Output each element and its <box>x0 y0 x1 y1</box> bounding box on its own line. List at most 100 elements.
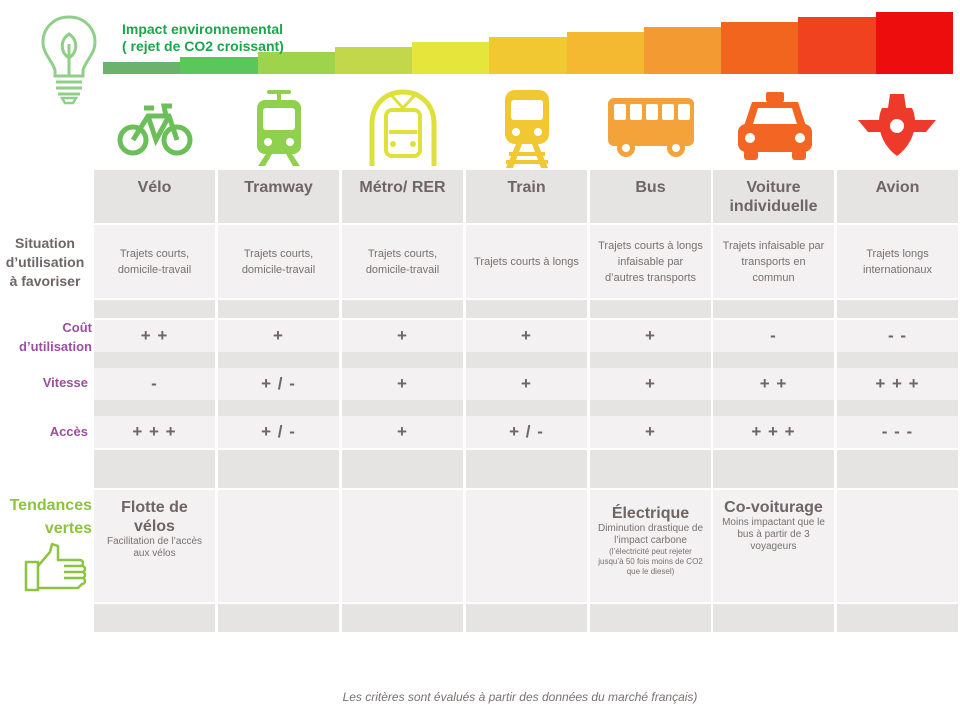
separator-avion <box>837 300 958 318</box>
gradient-step <box>566 32 645 74</box>
footer-note: Les critères sont évalués à partir des d… <box>342 690 698 704</box>
tendance-velo: Flotte de vélos Facilitation de l’accès a… <box>94 490 215 602</box>
gradient-step <box>257 52 336 74</box>
separator-bus <box>590 352 711 368</box>
situation-metro: Trajets courts, domicile-travail <box>342 225 463 298</box>
separator-metro <box>342 450 463 488</box>
gradient-step <box>334 47 413 74</box>
label-cout-line2: d’utilisation <box>19 339 92 354</box>
metro-icon <box>369 89 437 166</box>
tendance-title: Électrique <box>611 505 690 522</box>
acces-metro: + <box>342 416 463 448</box>
header-velo: Vélo <box>94 170 215 223</box>
gradient-step <box>412 42 490 74</box>
impact-title: Impact environnemental ( rejet de CO2 cr… <box>122 21 284 55</box>
label-cout-line1: Coût <box>62 320 92 335</box>
separator-train <box>466 300 587 318</box>
tendance-desc: Moins impactant que le bus à partir de 3… <box>722 517 825 552</box>
separator-voiture <box>713 400 834 416</box>
separator-bus <box>590 400 711 416</box>
situation-train: Trajets courts à longs <box>466 225 587 298</box>
header-bus: Bus <box>590 170 711 223</box>
separator-avion <box>837 400 958 416</box>
gradient-step <box>643 27 722 74</box>
separator-bus <box>590 450 711 488</box>
situation-voiture: Trajets infaisable par transports en com… <box>713 225 834 298</box>
bicycle-icon <box>117 103 193 156</box>
vitesse-bus: + <box>590 368 711 400</box>
separator-velo <box>94 400 215 416</box>
acces-voiture: + + + <box>713 416 834 448</box>
thumbs-up-icon <box>24 542 87 592</box>
gradient-step <box>798 17 877 74</box>
tendance-avion <box>837 490 958 602</box>
tendance-train <box>466 490 587 602</box>
separator-velo <box>94 450 215 488</box>
header-train: Train <box>466 170 587 223</box>
cout-tramway: + <box>218 320 339 352</box>
plane-icon <box>858 94 936 156</box>
tendance-title: Flotte de vélos <box>121 499 188 535</box>
separator-metro <box>342 300 463 318</box>
acces-avion: - - - <box>837 416 958 448</box>
vitesse-train: + <box>466 368 587 400</box>
lightbulb-leaf-icon <box>41 15 97 105</box>
cout-velo: + + <box>94 320 215 352</box>
separator-metro <box>342 604 463 632</box>
gradient-step <box>103 62 181 74</box>
cout-avion: - - <box>837 320 958 352</box>
separator-tramway <box>218 400 339 416</box>
label-cout: Coût d’utilisation <box>0 318 92 356</box>
label-tendances: Tendances vertes <box>0 494 92 540</box>
separator-velo <box>94 352 215 368</box>
gradient-step <box>489 37 568 74</box>
vitesse-metro: + <box>342 368 463 400</box>
tendance-tramway <box>218 490 339 602</box>
label-vitesse: Vitesse <box>42 375 88 390</box>
acces-tramway: + / - <box>218 416 339 448</box>
situation-bus: Trajets courts à longs infaisable par d’… <box>590 225 711 298</box>
gradient-step <box>875 12 954 74</box>
impact-gradient-bar <box>103 0 954 74</box>
label-tendances-line1: Tendances <box>9 497 92 514</box>
gradient-step <box>180 57 259 74</box>
cout-train: + <box>466 320 587 352</box>
train-icon <box>505 90 549 168</box>
label-acces: Accès <box>49 424 88 439</box>
header-metro: Métro/ RER <box>342 170 463 223</box>
cout-metro: + <box>342 320 463 352</box>
label-tendances-line2: vertes <box>44 520 92 537</box>
acces-velo: + + + <box>94 416 215 448</box>
separator-avion <box>837 604 958 632</box>
tendance-metro <box>342 490 463 602</box>
acces-train: + / - <box>466 416 587 448</box>
label-situation: Situation d’utilisation à favoriser <box>5 235 85 289</box>
cout-voiture: - <box>713 320 834 352</box>
situation-tramway: Trajets courts, domicile-travail <box>218 225 339 298</box>
gradient-step <box>721 22 799 74</box>
separator-metro <box>342 400 463 416</box>
separator-velo <box>94 604 215 632</box>
vitesse-velo: - <box>94 368 215 400</box>
separator-avion <box>837 450 958 488</box>
header-voiture: Voiture individuelle <box>713 170 834 223</box>
acces-bus: + <box>590 416 711 448</box>
situation-velo: Trajets courts, domicile-travail <box>94 225 215 298</box>
vitesse-tramway: + / - <box>218 368 339 400</box>
separator-train <box>466 450 587 488</box>
separator-metro <box>342 352 463 368</box>
separator-bus <box>590 300 711 318</box>
separator-train <box>466 400 587 416</box>
separator-tramway <box>218 352 339 368</box>
separator-tramway <box>218 300 339 318</box>
separator-tramway <box>218 604 339 632</box>
impact-title-line2: ( rejet de CO2 croissant) <box>122 38 284 54</box>
vitesse-avion: + + + <box>837 368 958 400</box>
situation-avion: Trajets longs internationaux <box>837 225 958 298</box>
header-tramway: Tramway <box>218 170 339 223</box>
separator-train <box>466 604 587 632</box>
separator-voiture <box>713 352 834 368</box>
tendance-bus: Électrique Diminution drastique de l’impa… <box>590 490 711 602</box>
header-avion: Avion <box>837 170 958 223</box>
tendance-desc: Diminution drastique de l’impact carbone <box>597 523 704 546</box>
